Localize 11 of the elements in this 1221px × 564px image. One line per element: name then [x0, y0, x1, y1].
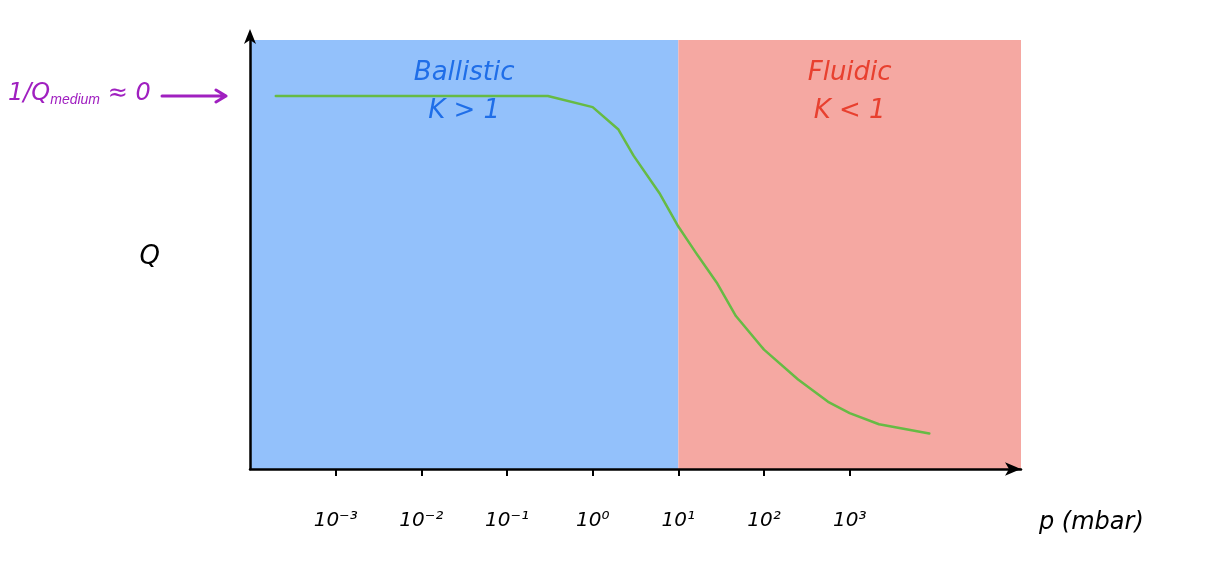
x-tick-label: 10⁻²	[399, 507, 444, 531]
x-tick-label: 10⁰	[575, 507, 610, 531]
y-axis-title: Q	[139, 239, 160, 270]
band-label: Ballistic K > 1	[413, 56, 515, 124]
x-tick-label: 10⁻³	[313, 507, 358, 531]
x-tick-label: 10³	[832, 507, 867, 531]
x-axis-title: p (mbar)	[1038, 507, 1144, 535]
x-tick-label: 10⁻¹	[484, 507, 530, 531]
x-tick-label: 10¹	[661, 507, 696, 531]
band-label: Fluidic K < 1	[807, 56, 892, 124]
x-tick-label: 10²	[747, 507, 781, 531]
